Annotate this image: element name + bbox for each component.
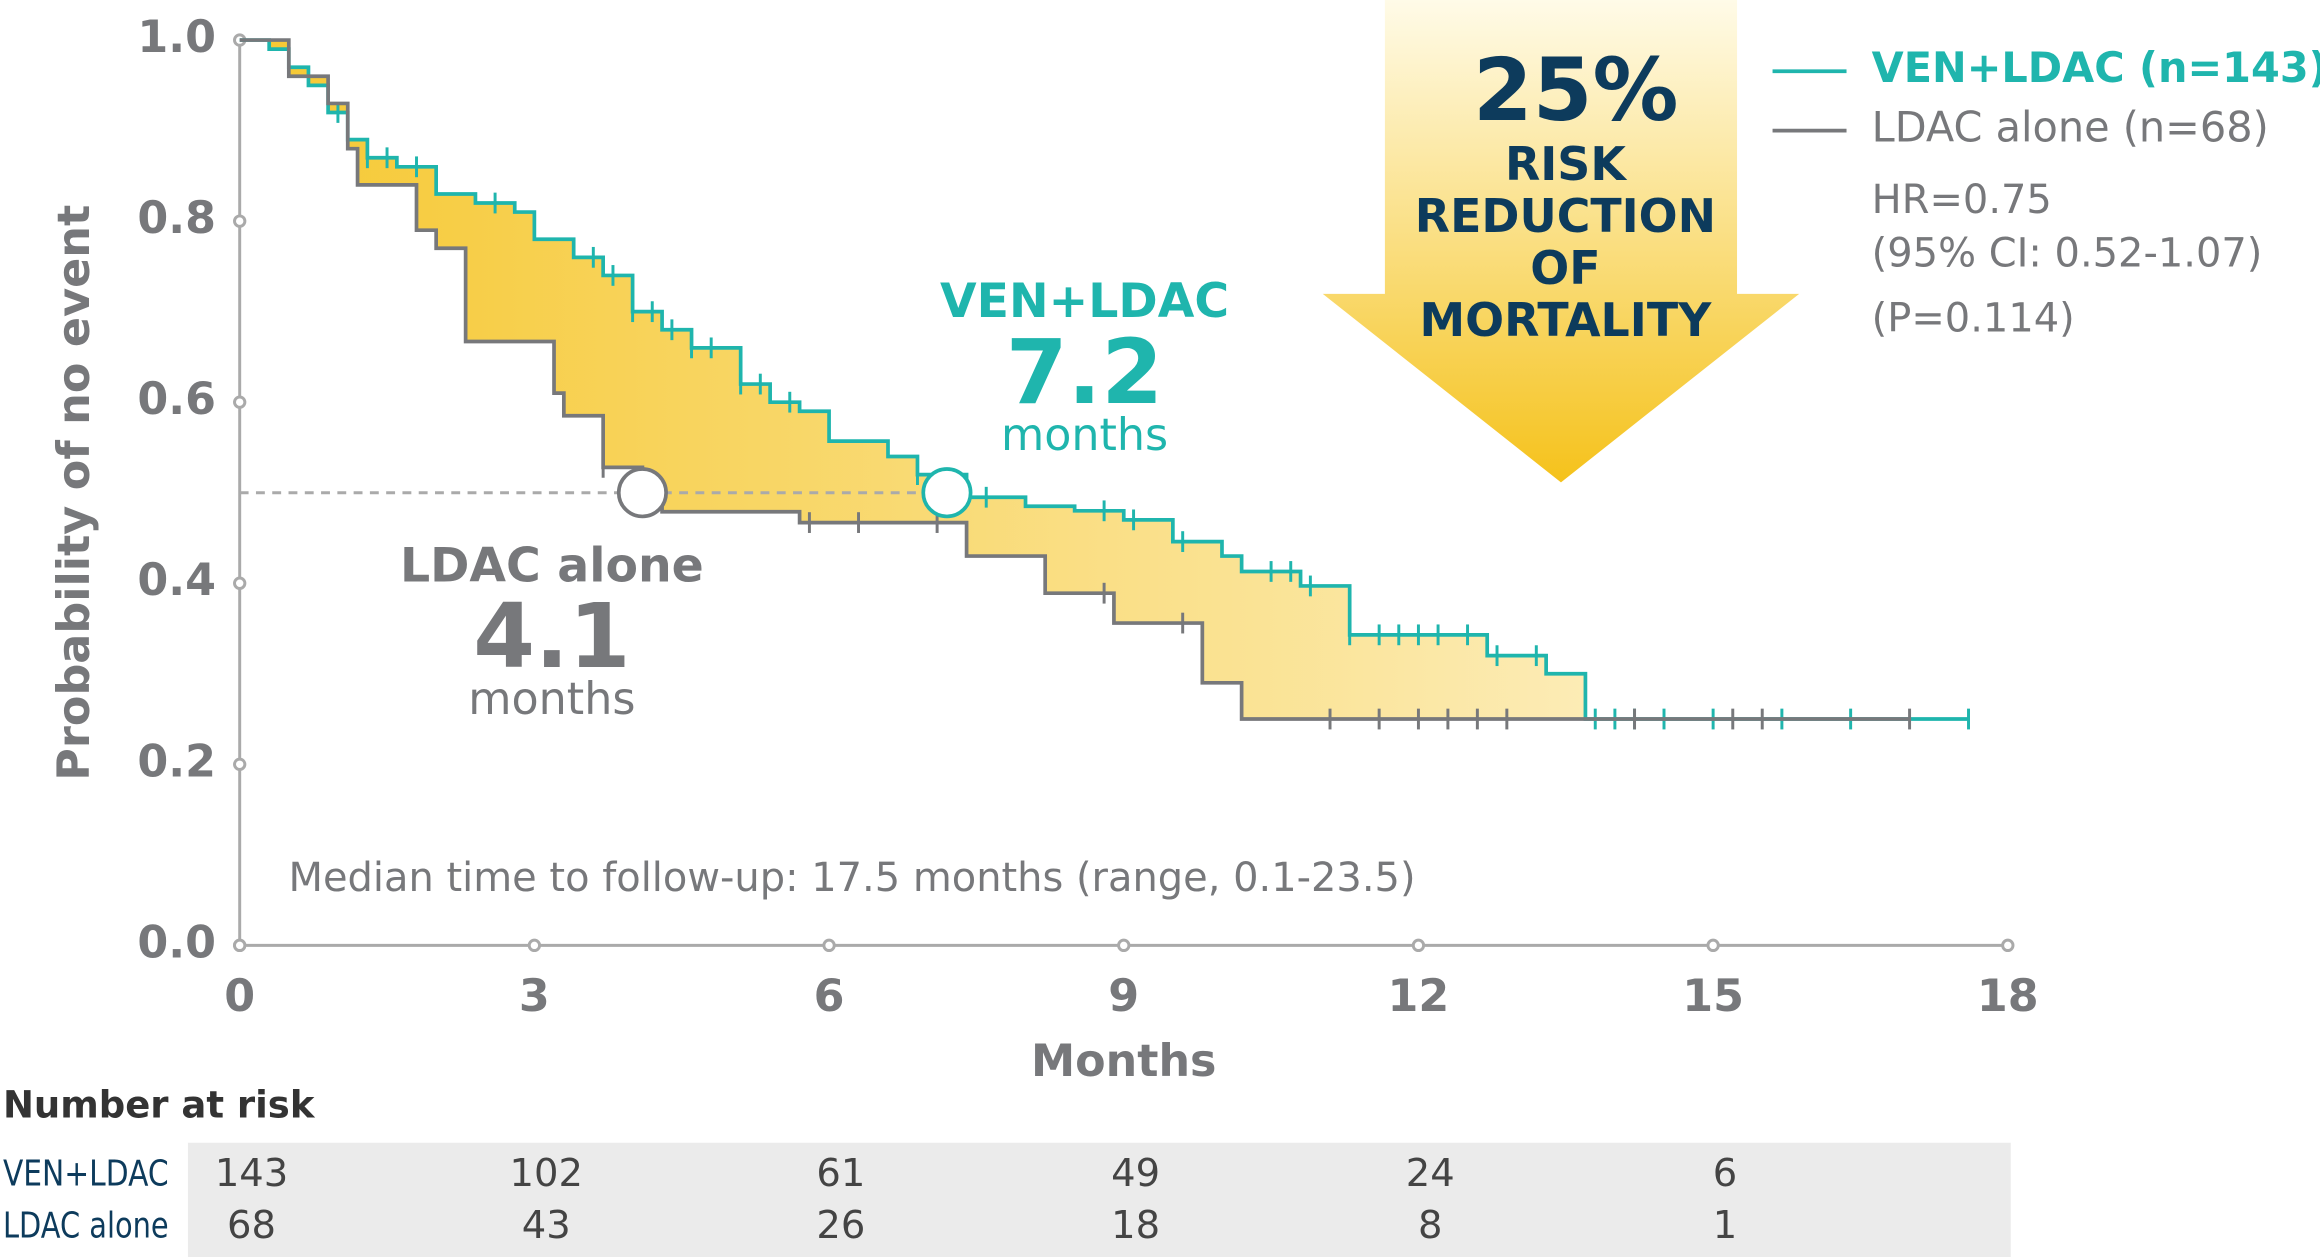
risk-value: 143 [215,1151,288,1196]
x-tick [233,938,247,953]
risk-table-bg [187,1142,2011,1257]
stat-text: (P=0.114) [1872,296,2075,342]
stat-text: (95% CI: 0.52-1.07) [1872,230,2263,276]
median-name: VEN+LDAC [940,274,1229,329]
km-curve [239,38,1910,721]
x-tick-label: 6 [814,971,845,1022]
risk-reduction-text: REDUCTION [1415,189,1716,243]
risk-reduction-text: RISK [1505,137,1627,191]
x-tick-label: 12 [1388,971,1450,1022]
x-tick [2001,938,2015,953]
risk-value: 18 [1111,1203,1160,1248]
y-tick [233,576,247,590]
y-axis-label: Probability of no event [49,205,100,781]
x-tick [822,938,836,953]
y-tick [233,395,247,409]
risk-reduction-value: 25% [1473,41,1678,141]
y-tick [233,757,247,771]
y-tick-label: 0.6 [137,374,216,425]
median-point [921,467,973,519]
x-tick-label: 18 [1977,971,2039,1022]
risk-value: 43 [522,1203,571,1248]
x-tick [527,938,542,953]
median-unit: months [468,674,635,725]
risk-value: 8 [1418,1203,1442,1248]
stat-text: HR=0.75 [1872,177,2052,223]
x-tick [1117,938,1131,953]
arrow-shape [1322,0,1800,483]
risk-reduction-text: MORTALITY [1419,293,1712,347]
x-tick [1411,938,1426,953]
risk-reduction-text: OF [1530,241,1600,295]
risk-value: 24 [1406,1151,1455,1196]
risk-value: 49 [1111,1151,1160,1196]
median-value: 4.1 [473,584,630,688]
x-tick-label: 15 [1682,971,1744,1022]
x-tick [1706,938,1720,953]
footnote: Median time to follow-up: 17.5 months (r… [289,855,1416,901]
risk-table-title: Number at risk [3,1084,316,1127]
x-tick-label: 9 [1108,971,1139,1022]
median-unit: months [1001,410,1168,461]
median-point [616,467,668,519]
risk-value: 1 [1713,1203,1737,1248]
y-tick-label: 0.0 [137,917,216,968]
risk-value: 68 [227,1203,276,1248]
y-tick-label: 0.2 [137,736,216,787]
risk-row-label: VEN+LDAC [3,1153,169,1194]
risk-row-label: LDAC alone [3,1205,169,1246]
median-name: LDAC alone [400,538,704,593]
x-tick-label: 3 [519,971,550,1022]
y-tick-label: 1.0 [137,12,216,63]
y-tick [233,214,247,228]
x-axis-label: Months [1031,1036,1216,1087]
risk-value: 6 [1713,1151,1737,1196]
y-tick-label: 0.8 [137,193,216,244]
legend-label: VEN+LDAC (n=143) [1872,43,2320,92]
x-tick-label: 0 [224,971,255,1022]
y-tick-label: 0.4 [137,555,216,606]
risk-value: 61 [816,1151,865,1196]
risk-value: 26 [816,1203,865,1248]
risk-value: 102 [510,1151,583,1196]
median-value: 7.2 [1006,320,1163,424]
legend-label: LDAC alone (n=68) [1872,103,2269,152]
area-between [239,40,1910,720]
